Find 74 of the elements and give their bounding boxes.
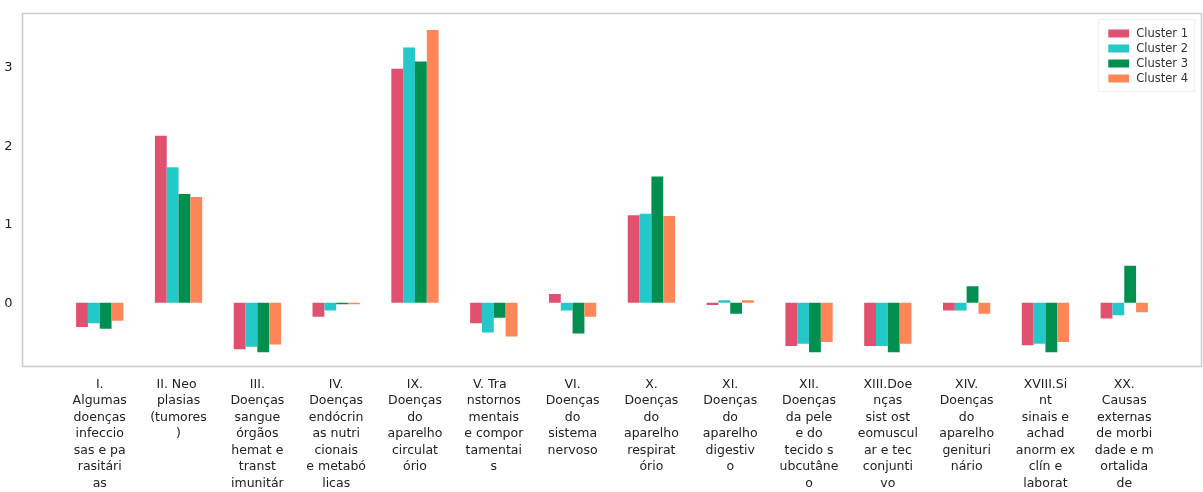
bar	[470, 302, 482, 324]
bar	[257, 302, 270, 353]
bar	[954, 302, 967, 311]
bar	[1057, 302, 1070, 343]
y-tick-label: 3	[4, 58, 13, 74]
y-tick-label: 1	[4, 216, 13, 232]
bar	[639, 213, 652, 303]
bar	[1136, 302, 1148, 313]
x-tick-label: XII. Doenças da pele e do tecido s ubcutâne o	[779, 375, 839, 490]
bar	[87, 302, 100, 324]
bar	[663, 216, 676, 303]
bar	[584, 302, 597, 317]
bar	[414, 61, 427, 303]
bar	[426, 30, 439, 303]
y-tick-label: 2	[4, 137, 13, 153]
bar	[797, 302, 810, 344]
x-tick-label: III. Doenças sangue órgãos hemat e transt imunitár	[230, 375, 285, 490]
x-tick-label: XVIII.Si nt sinais e achad anorm ex clín e laborat	[1015, 375, 1076, 490]
x-tick-label: X. Doenças do aparelho respirat ório	[623, 375, 679, 473]
bar	[391, 68, 404, 303]
bar	[269, 302, 281, 345]
bar	[651, 176, 664, 303]
bar	[312, 302, 325, 317]
bar	[505, 302, 518, 337]
bar	[809, 302, 821, 353]
x-tick-label: I. Algumas doenças infeccio sas e pa rasitári as	[72, 375, 127, 490]
bar	[943, 302, 955, 311]
bar	[887, 302, 900, 353]
x-tick-label: XIV. Doenças do aparelho genituri nário	[939, 375, 995, 473]
bar	[233, 302, 246, 350]
bar	[493, 302, 506, 318]
bar	[1112, 302, 1125, 316]
bar	[99, 302, 112, 329]
bar	[978, 302, 991, 314]
legend-label: Cluster 1	[1136, 26, 1188, 40]
bar	[481, 302, 494, 333]
x-tick-label: II. Neo plasias (tumores )	[150, 375, 207, 440]
x-tick-label: IV. Doenças endócrin as nutri cionais e metabó licas	[306, 375, 367, 490]
bar	[899, 302, 912, 344]
bar	[820, 302, 833, 343]
x-tick-label: XIII.Doe nças sist ost eomuscul ar e tec conjunti vo	[857, 375, 918, 490]
bar	[572, 302, 585, 334]
x-tick-label: XI. Doenças do aparelho digestiv o	[702, 375, 758, 473]
legend-label: Cluster 2	[1136, 41, 1188, 55]
bar	[178, 193, 191, 303]
y-tick-label: 0	[4, 295, 13, 311]
legend-label: Cluster 4	[1136, 71, 1188, 85]
bar	[966, 286, 979, 303]
bar	[166, 167, 179, 303]
x-tick-label: IX. Doenças do aparelho circulat ório	[387, 375, 443, 473]
bar	[154, 135, 167, 303]
bar	[742, 300, 754, 303]
bar	[403, 47, 415, 303]
x-tick-label: XX. Causas externas de morbi dade e m ortalida de	[1094, 375, 1154, 490]
bar	[548, 294, 561, 303]
bar	[864, 302, 877, 347]
bar	[1021, 302, 1034, 346]
bar	[876, 302, 888, 347]
bar	[1124, 265, 1137, 303]
bar	[627, 215, 640, 303]
bar	[560, 302, 573, 311]
legend-label: Cluster 3	[1136, 56, 1188, 70]
bar	[1033, 302, 1046, 344]
bar	[190, 197, 203, 303]
bar	[1045, 302, 1058, 353]
bar	[111, 302, 124, 321]
bar	[718, 300, 731, 303]
bar	[324, 302, 337, 311]
x-tick-label: VI. Doenças do sistema nervoso	[545, 375, 600, 457]
bar	[730, 302, 743, 314]
bar	[245, 302, 258, 347]
x-tick-label: V. Tra nstornos mentais e compor tamentai s	[464, 375, 525, 473]
bar	[76, 302, 88, 328]
bar	[785, 302, 798, 347]
